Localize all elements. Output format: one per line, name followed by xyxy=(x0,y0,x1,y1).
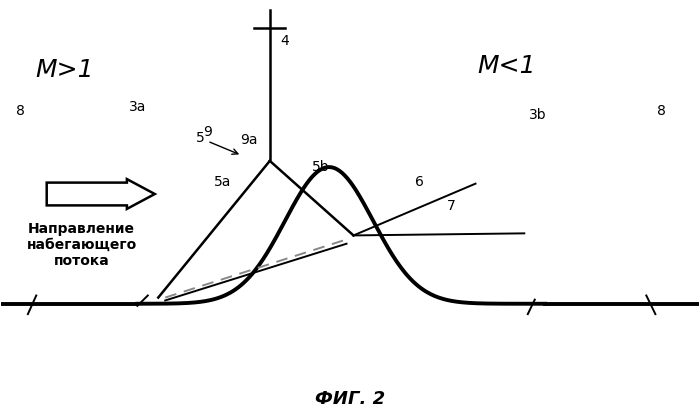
Text: 6: 6 xyxy=(415,175,424,188)
Text: 9: 9 xyxy=(202,125,211,139)
Text: 5b: 5b xyxy=(312,160,329,174)
FancyArrow shape xyxy=(47,179,155,209)
Text: 5a: 5a xyxy=(214,175,232,188)
Text: 8: 8 xyxy=(17,104,25,118)
Text: M<1: M<1 xyxy=(477,54,536,78)
Text: 8: 8 xyxy=(657,104,666,118)
Text: M>1: M>1 xyxy=(35,58,93,82)
Text: 7: 7 xyxy=(447,199,456,214)
Text: 5: 5 xyxy=(196,131,238,154)
Text: ФИГ. 2: ФИГ. 2 xyxy=(315,390,385,408)
Text: 9a: 9a xyxy=(240,133,258,147)
Text: 3b: 3b xyxy=(529,108,547,122)
Text: 4: 4 xyxy=(280,34,289,48)
Text: 3a: 3a xyxy=(129,100,146,114)
Text: Направление
набегающего
потока: Направление набегающего потока xyxy=(27,222,136,268)
